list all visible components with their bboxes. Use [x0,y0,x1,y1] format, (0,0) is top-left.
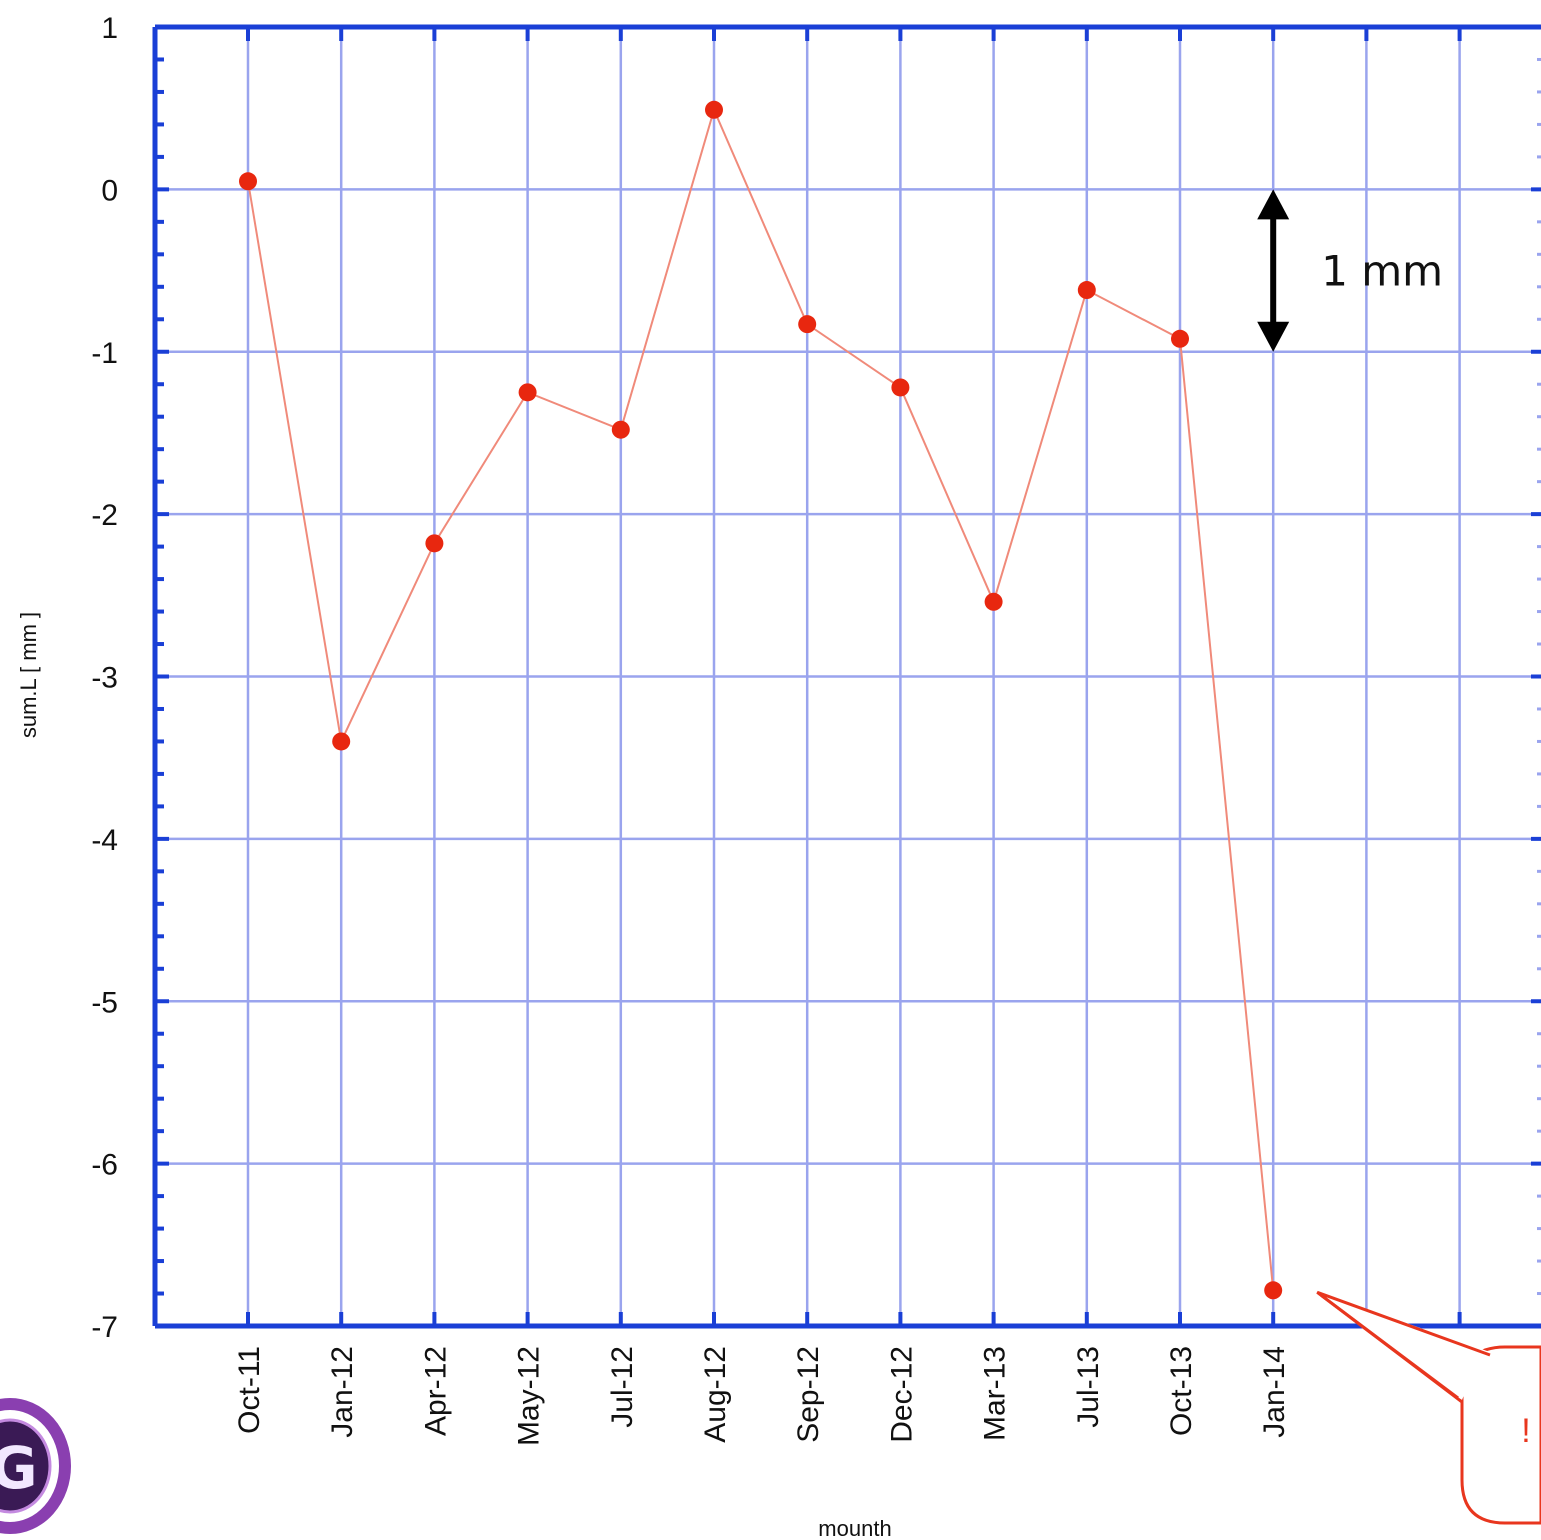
x-tick-label: May-12 [513,1346,546,1446]
x-tick-label: Oct-11 [233,1346,266,1434]
y-axis-title: sum.L [ mm ] [16,612,41,738]
data-point [332,732,351,751]
x-tick-label: Aug-12 [699,1346,732,1443]
series-markers [239,100,1283,1300]
grid-lines [155,25,1541,1328]
annotation-arrowhead-up [1257,189,1290,220]
y-tick-label: -4 [91,824,118,857]
data-point [1077,281,1096,300]
axes [152,24,1541,1329]
data-point [611,420,630,439]
data-point [425,534,444,553]
y-tick-label: 0 [101,174,118,207]
y-tick-label: -6 [91,1149,118,1182]
y-tick-labels: 1 0 -1 -2 -3 -4 -5 -6 -7 [91,12,118,1344]
data-point [518,383,537,402]
data-point [891,378,910,397]
annotation-arrowhead-down [1257,321,1290,352]
y-tick-label: 1 [101,12,118,45]
x-tick-label: Dec-12 [885,1346,918,1443]
y-tick-label: -5 [91,986,118,1019]
data-point [239,172,257,191]
callout-pointer-inner [1320,1294,1459,1400]
x-tick-label: Jul-12 [606,1346,639,1428]
x-axis-title: mounth [818,1516,891,1540]
annotations: 1 mm! [1257,189,1541,1525]
callout-pointer-fill [1317,1292,1500,1400]
svg-text:G: G [0,1434,38,1502]
y-tick-label: -3 [91,662,118,695]
annotation-1mm-label: 1 mm [1321,247,1443,296]
data-point [1264,1281,1283,1300]
logo-emblem: G [0,1398,71,1534]
x-tick-label: Sep-12 [792,1346,825,1443]
y-tick-label: -2 [91,499,118,532]
y-tick-label: -1 [91,337,118,370]
data-point [705,100,723,119]
x-tick-label: Mar-13 [979,1346,1012,1441]
x-tick-label: Jan-12 [326,1346,359,1438]
series-polyline [247,106,1275,1291]
x-tick-label: Apr-12 [419,1346,452,1436]
callout-text: ! [1521,1412,1530,1450]
x-tick-label: Jul-13 [1072,1346,1105,1428]
y-tick-label: -7 [91,1311,118,1344]
x-tick-label: Jan-14 [1258,1346,1291,1438]
data-point [798,315,817,334]
x-tick-label: Oct-13 [1165,1346,1198,1436]
x-tick-labels: Oct-11 Jan-12 Apr-12 May-12 Jul-12 Aug-12 Sep-… [233,1346,1291,1446]
data-point [984,592,1003,611]
data-point [1171,329,1189,348]
callout-box [1460,1345,1541,1525]
series-line [247,106,1275,1291]
